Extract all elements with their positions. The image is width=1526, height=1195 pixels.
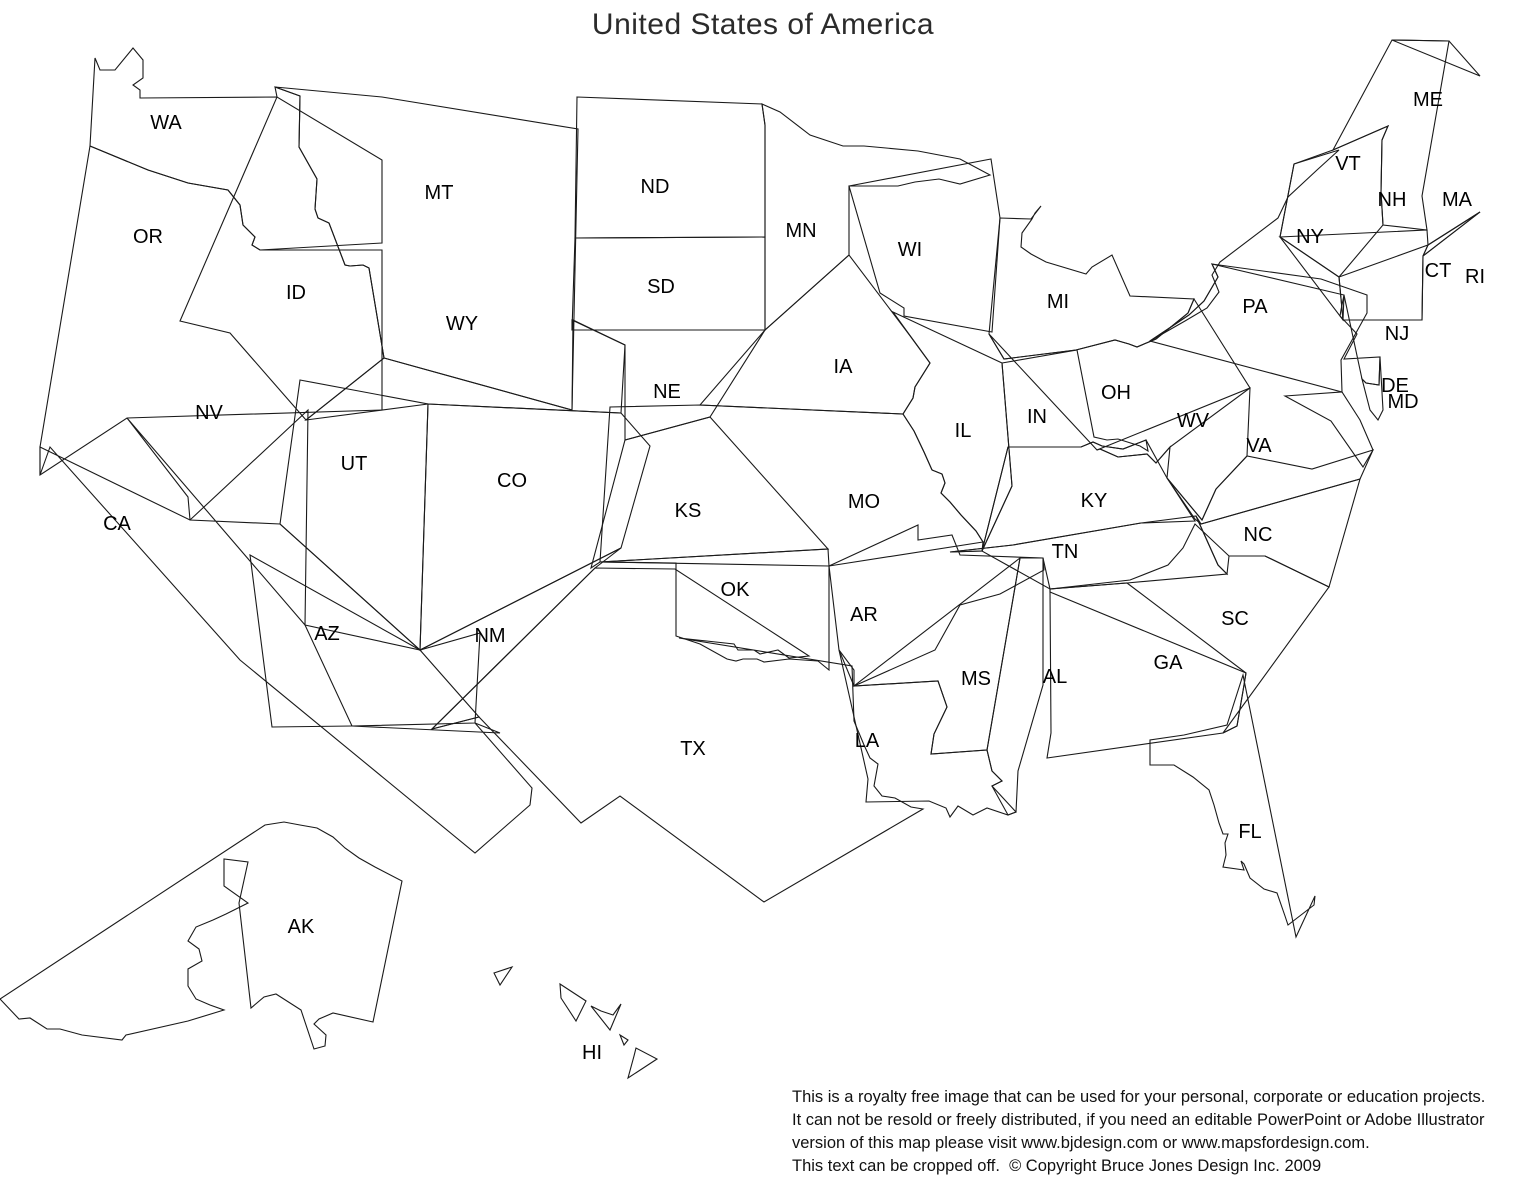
svg-text:SD: SD bbox=[647, 276, 675, 298]
svg-text:NY: NY bbox=[1296, 226, 1324, 248]
svg-text:HI: HI bbox=[582, 1042, 602, 1064]
svg-text:TX: TX bbox=[680, 738, 706, 760]
svg-text:MT: MT bbox=[425, 182, 454, 204]
svg-text:NE: NE bbox=[653, 381, 681, 403]
svg-text:CO: CO bbox=[497, 470, 527, 492]
svg-text:VT: VT bbox=[1335, 153, 1361, 175]
svg-text:UT: UT bbox=[341, 453, 368, 475]
svg-text:AL: AL bbox=[1043, 666, 1067, 688]
svg-text:OH: OH bbox=[1101, 382, 1131, 404]
svg-text:ME: ME bbox=[1413, 89, 1443, 111]
svg-text:WI: WI bbox=[898, 239, 922, 261]
svg-text:LA: LA bbox=[855, 730, 880, 752]
svg-text:VA: VA bbox=[1246, 435, 1272, 457]
svg-text:NJ: NJ bbox=[1385, 323, 1409, 345]
svg-text:IA: IA bbox=[834, 356, 854, 378]
svg-text:SC: SC bbox=[1221, 608, 1249, 630]
svg-text:ID: ID bbox=[286, 282, 306, 304]
svg-text:PA: PA bbox=[1242, 296, 1268, 318]
svg-text:NV: NV bbox=[195, 402, 223, 424]
svg-text:RI: RI bbox=[1465, 266, 1485, 288]
svg-text:MO: MO bbox=[848, 491, 880, 513]
svg-text:IN: IN bbox=[1027, 406, 1047, 428]
svg-text:NH: NH bbox=[1378, 189, 1407, 211]
svg-text:OK: OK bbox=[721, 579, 751, 601]
svg-text:WV: WV bbox=[1177, 410, 1210, 432]
svg-text:CA: CA bbox=[103, 513, 131, 535]
svg-text:IL: IL bbox=[955, 420, 972, 442]
svg-text:MA: MA bbox=[1442, 189, 1473, 211]
svg-text:WY: WY bbox=[446, 313, 478, 335]
svg-text:CT: CT bbox=[1425, 260, 1452, 282]
svg-text:MD: MD bbox=[1387, 391, 1418, 413]
svg-text:KS: KS bbox=[675, 500, 702, 522]
svg-text:ND: ND bbox=[641, 176, 670, 198]
svg-text:OR: OR bbox=[133, 226, 163, 248]
svg-text:GA: GA bbox=[1154, 652, 1184, 674]
svg-text:WA: WA bbox=[150, 112, 182, 134]
svg-text:NM: NM bbox=[474, 625, 505, 647]
svg-text:NC: NC bbox=[1244, 524, 1273, 546]
svg-text:AZ: AZ bbox=[314, 623, 340, 645]
svg-text:TN: TN bbox=[1052, 541, 1079, 563]
svg-text:MN: MN bbox=[785, 220, 816, 242]
svg-text:FL: FL bbox=[1238, 821, 1261, 843]
svg-text:MS: MS bbox=[961, 668, 991, 690]
svg-text:KY: KY bbox=[1081, 490, 1108, 512]
svg-text:AK: AK bbox=[288, 916, 315, 938]
svg-text:AR: AR bbox=[850, 604, 878, 626]
svg-text:MI: MI bbox=[1047, 291, 1069, 313]
